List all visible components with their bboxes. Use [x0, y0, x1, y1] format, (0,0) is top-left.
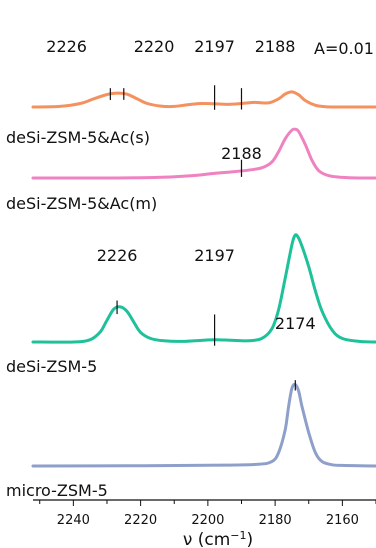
series-labels: deSi-ZSM-5&Ac(s) deSi-ZSM-5&Ac(m) deSi-ZSM… [6, 128, 157, 500]
series-label-1: deSi-ZSM-5&Ac(m) [6, 194, 157, 213]
peak-label-7: 2174 [275, 314, 316, 333]
series-label-3: micro-ZSM-5 [6, 481, 108, 500]
peak-label-2: 2197 [194, 37, 235, 56]
x-axis-title-main: ν (cm [183, 530, 230, 548]
peak-label-1: 2220 [134, 37, 175, 56]
x-axis-title: ν (cm−1) [183, 529, 253, 548]
x-axis-title-superscript: −1 [230, 529, 246, 542]
peak-label-4: 2188 [221, 144, 262, 163]
peak-label-5: 2226 [97, 246, 138, 265]
peak-label-0: 2226 [46, 37, 87, 56]
series-line-1 [31, 127, 376, 180]
series-line-3 [31, 382, 376, 468]
x-axis: 2240 2220 2200 2180 2160 [33, 499, 376, 528]
spectra-traces [31, 90, 376, 468]
series-line-0 [31, 90, 376, 109]
series-line-2 [31, 233, 376, 344]
series-label-2: deSi-ZSM-5 [6, 357, 97, 376]
x-tick-label: 2200 [191, 513, 224, 528]
series-label-0: deSi-ZSM-5&Ac(s) [6, 128, 150, 147]
x-tick-label: 2160 [326, 513, 359, 528]
peak-label-6: 2197 [194, 246, 235, 265]
x-tick-label: 2220 [124, 513, 157, 528]
x-axis-title-close: ) [247, 530, 254, 548]
scale-label: A=0.01 [314, 39, 374, 58]
peak-markers: 2226 2220 2197 2188 2188 2226 2197 2174 [46, 37, 316, 391]
x-tick-label: 2180 [259, 513, 292, 528]
peak-label-3: 2188 [255, 37, 296, 56]
x-tick-label: 2240 [57, 513, 90, 528]
